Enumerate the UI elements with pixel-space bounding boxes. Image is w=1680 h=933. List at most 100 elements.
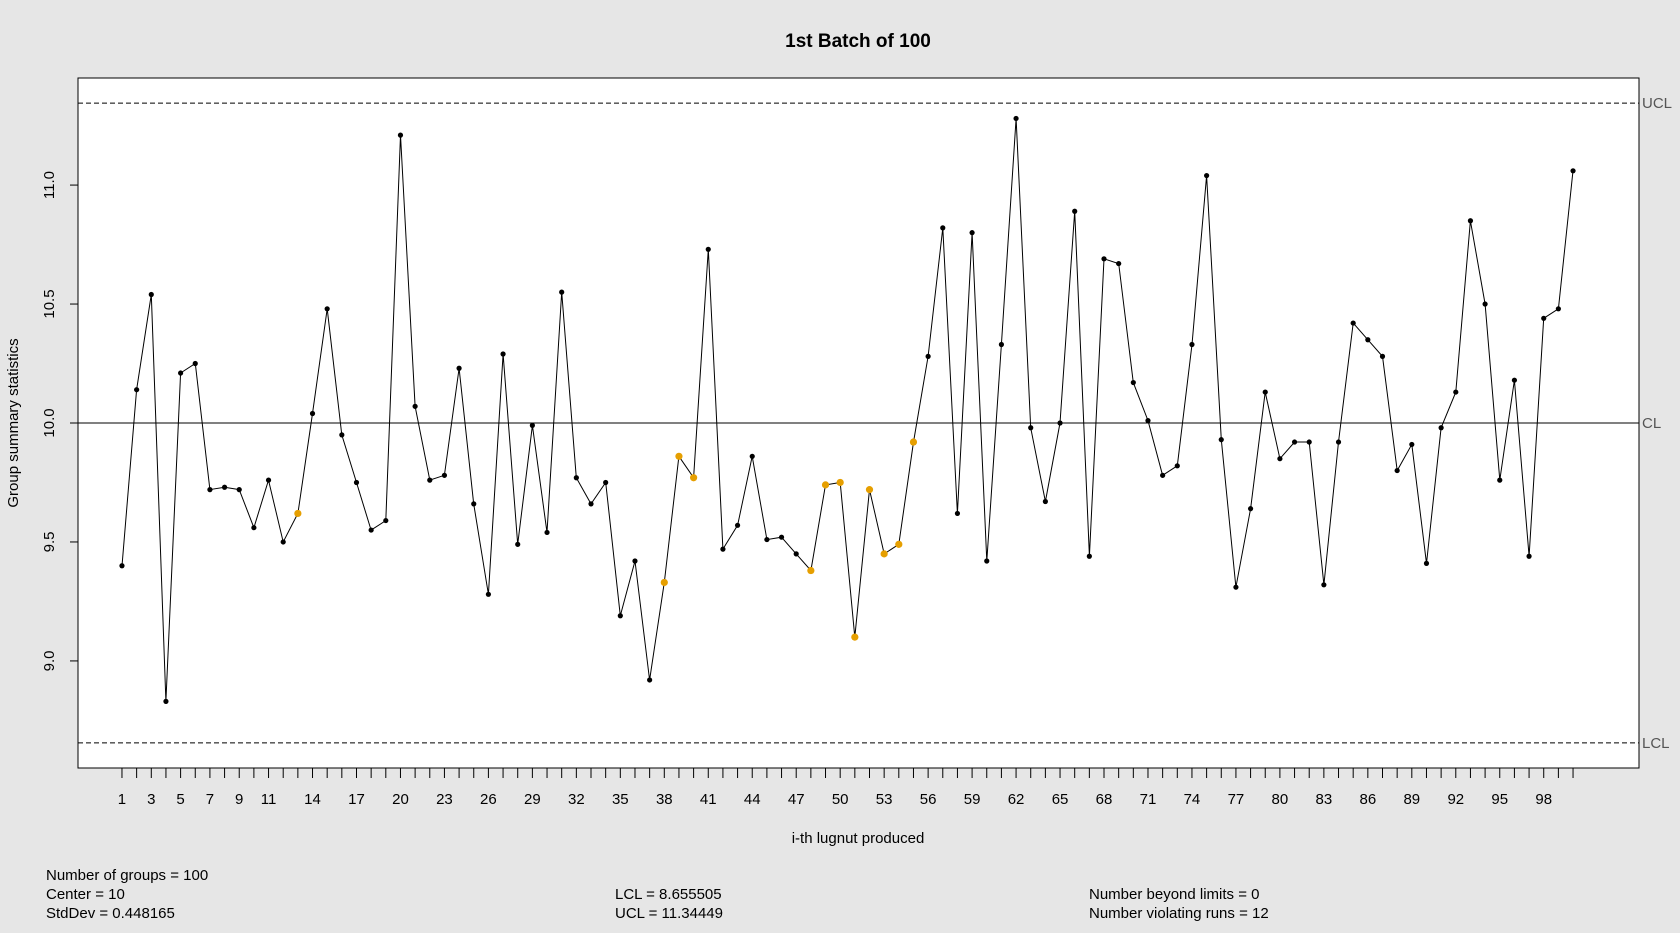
data-point [603, 479, 609, 486]
data-point-violating [880, 550, 888, 558]
data-point-violating [675, 452, 683, 460]
data-point [134, 387, 140, 393]
x-tick-label: 86 [1359, 791, 1376, 808]
data-point [324, 306, 330, 312]
data-point [1497, 477, 1503, 483]
x-tick-label: 3 [147, 791, 155, 808]
x-tick-label: 7 [206, 791, 214, 808]
y-tick-label: 11.0 [41, 171, 58, 199]
x-tick-label: 17 [348, 791, 365, 808]
x-tick-label: 50 [832, 791, 849, 808]
data-point [192, 360, 198, 367]
data-point [397, 132, 404, 138]
chart-title: 1st Batch of 100 [785, 31, 931, 52]
data-point [559, 289, 565, 295]
x-tick-label: 44 [744, 791, 761, 808]
data-point [940, 225, 946, 231]
data-point-violating [294, 509, 302, 518]
data-point [1028, 425, 1034, 431]
x-tick-label: 23 [436, 791, 453, 808]
data-point [1101, 256, 1107, 262]
data-point [471, 501, 477, 507]
data-point [925, 353, 931, 359]
stat-center: Center = 10 [46, 886, 125, 903]
data-point [529, 422, 535, 428]
x-tick-label: 68 [1096, 791, 1113, 808]
x-tick-label: 9 [235, 791, 243, 808]
x-tick-label: 77 [1228, 791, 1245, 808]
data-point [339, 432, 345, 438]
x-tick-label: 5 [176, 791, 184, 808]
data-point [1218, 437, 1224, 443]
stat-beyond-limits: Number beyond limits = 0 [1089, 886, 1260, 903]
data-point [368, 527, 374, 533]
data-point [764, 536, 770, 543]
data-point [412, 403, 418, 409]
data-point-violating [660, 578, 668, 587]
x-tick-label: 1 [118, 791, 126, 808]
x-tick-label: 80 [1272, 791, 1289, 808]
data-point [119, 563, 125, 569]
stat-violating-runs: Number violating runs = 12 [1089, 905, 1269, 922]
data-point [588, 501, 594, 507]
data-point [265, 477, 272, 483]
data-point [1350, 320, 1356, 326]
x-tick-label: 32 [568, 791, 585, 808]
x-tick-label: 56 [920, 791, 937, 808]
y-tick-label: 10.5 [41, 289, 58, 318]
data-point [1130, 379, 1136, 386]
x-tick-label: 92 [1447, 791, 1464, 808]
data-point [1189, 341, 1195, 348]
data-point [1526, 553, 1532, 559]
data-point-violating [865, 486, 874, 494]
data-point-violating [851, 633, 859, 641]
stat-groups: Number of groups = 100 [46, 867, 209, 884]
data-point [544, 529, 550, 536]
data-point [1541, 315, 1547, 321]
data-point [1247, 506, 1254, 512]
x-tick-label: 98 [1535, 791, 1552, 808]
data-point [1057, 420, 1063, 426]
data-point [1233, 584, 1239, 590]
lcl-label: LCL [1642, 735, 1670, 752]
data-point [1042, 498, 1048, 505]
x-tick-label: 74 [1184, 791, 1201, 808]
data-point-violating [821, 481, 830, 489]
y-tick-label: 9.0 [41, 651, 58, 672]
x-tick-label: 26 [480, 791, 497, 808]
data-point [1482, 301, 1488, 307]
data-point [998, 341, 1005, 348]
data-point [251, 525, 257, 531]
data-point [954, 510, 961, 517]
data-point [793, 551, 799, 557]
data-point [1453, 389, 1459, 395]
data-point-violating [909, 438, 918, 446]
data-point [1555, 306, 1561, 312]
data-point [1321, 582, 1327, 588]
data-point [148, 291, 154, 298]
data-point [456, 365, 462, 371]
data-point [1511, 377, 1518, 383]
data-point [573, 475, 579, 481]
data-point [1291, 439, 1298, 445]
x-tick-label: 41 [700, 791, 717, 808]
stat-ucl: UCL = 11.34449 [615, 905, 723, 922]
x-tick-label: 38 [656, 791, 673, 808]
data-point [178, 370, 184, 376]
data-point [1409, 441, 1415, 448]
data-point [207, 487, 213, 493]
x-tick-label: 29 [524, 791, 541, 808]
x-tick-label: 62 [1008, 791, 1025, 808]
x-tick-label: 11 [261, 791, 277, 808]
y-axis-label: Group summary statistics [5, 338, 22, 507]
data-point [720, 546, 726, 552]
x-tick-label: 89 [1403, 791, 1420, 808]
data-point [1365, 337, 1371, 343]
x-tick-label: 59 [964, 791, 981, 808]
data-point [1467, 218, 1474, 224]
data-point [984, 558, 990, 564]
data-point [1174, 463, 1180, 469]
data-point-violating [895, 540, 903, 548]
series-line [121, 118, 1574, 702]
data-point [1423, 560, 1430, 566]
